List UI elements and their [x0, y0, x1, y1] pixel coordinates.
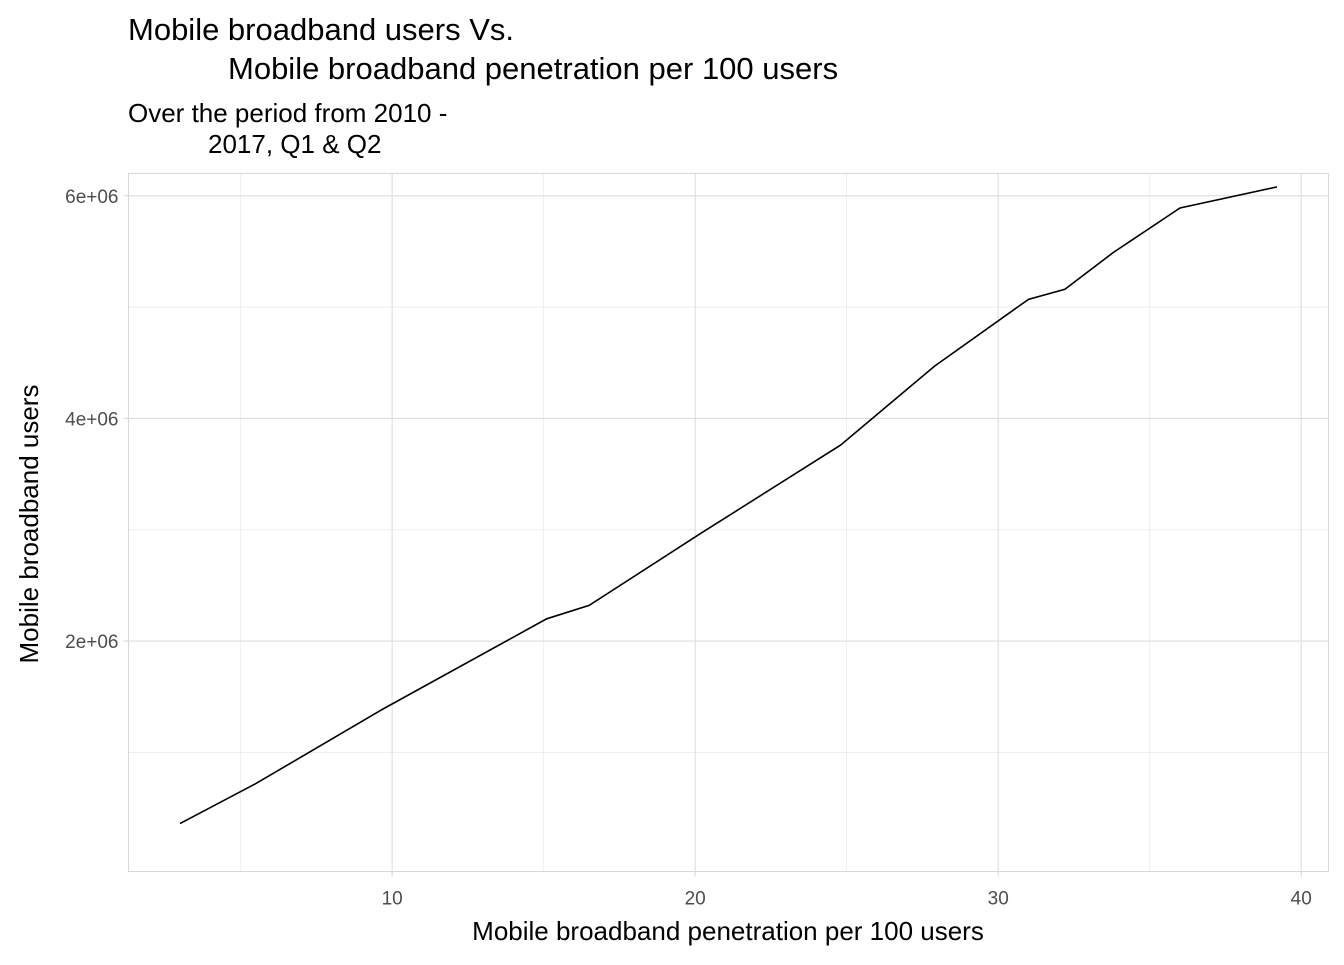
chart-subtitle-line-1: Over the period from 2010 - [128, 98, 447, 128]
x-tick-label: 20 [685, 889, 706, 910]
grid-major [128, 173, 1329, 872]
y-tick-label: 2e+06 [65, 632, 118, 653]
y-tick-label: 4e+06 [65, 409, 118, 430]
y-axis-title: Mobile broadband users [14, 385, 44, 664]
series-line-0 [179, 186, 1278, 825]
y-axis: 2e+06 4e+06 6e+06 [65, 187, 129, 653]
x-tick-label: 40 [1291, 889, 1312, 910]
chart-title-line-1: Mobile broadband users Vs. [128, 12, 514, 47]
x-axis-title: Mobile broadband penetration per 100 use… [472, 916, 984, 946]
x-tick-label: 10 [382, 889, 403, 910]
x-axis: 10 20 30 40 [382, 871, 1312, 910]
chart-subtitle-line-2: 2017, Q1 & Q2 [208, 129, 381, 159]
x-tick-label: 30 [988, 889, 1009, 910]
chart-title-line-2: Mobile broadband penetration per 100 use… [228, 51, 838, 86]
series-layer [179, 186, 1278, 825]
y-tick-label: 6e+06 [65, 187, 118, 208]
plot-panel-border [127, 172, 1330, 873]
grid-minor [128, 173, 1329, 872]
